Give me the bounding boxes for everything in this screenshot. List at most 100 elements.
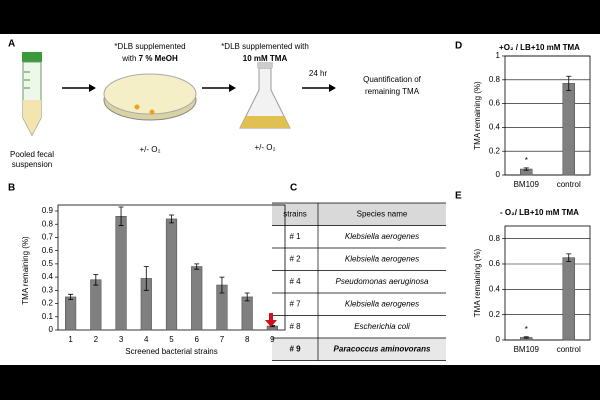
significance-mark: * <box>525 156 528 165</box>
table-header-bg <box>272 203 446 226</box>
panel-label: C <box>290 183 297 194</box>
strain-id: # 2 <box>289 254 301 263</box>
y-tick-label: 1 <box>496 51 501 60</box>
y-tick-label: 0.1 <box>42 312 54 321</box>
panel-label: B <box>8 183 15 194</box>
dish-label: with 7 % MeOH <box>121 54 178 63</box>
strain-id: # 9 <box>289 344 301 353</box>
tube-label: suspension <box>12 160 52 169</box>
result-label: Quantification of <box>363 75 422 84</box>
x-tick-label: 5 <box>169 335 174 344</box>
bar <box>165 218 178 331</box>
y-tick-label: 0 <box>496 170 501 179</box>
y-tick-label: 0.5 <box>42 259 54 268</box>
x-tick-label: 7 <box>220 335 225 344</box>
flask-label: *DLB supplemented with <box>221 42 309 51</box>
y-tick-label: 0.2 <box>489 146 501 155</box>
y-tick-label: 0.4 <box>489 284 501 293</box>
bar <box>65 296 77 331</box>
x-tick-label: control <box>557 345 581 354</box>
error-bar <box>566 253 572 262</box>
y-axis-label: TMA remaining (%) <box>473 81 482 150</box>
y-tick-label: 0.4 <box>489 123 501 132</box>
flask-condition: +/- O₂ <box>254 143 275 152</box>
arrow <box>62 84 96 92</box>
highlight-arrow <box>265 313 277 327</box>
arrow <box>302 84 336 92</box>
tube <box>22 52 42 137</box>
tube-label: Pooled fecal <box>10 150 54 159</box>
species-name: Klebsiella aerogenes <box>345 232 419 241</box>
y-tick-label: 0.6 <box>42 246 54 255</box>
error-bar <box>194 263 200 270</box>
panel-label: D <box>455 41 462 52</box>
chart-title: - O₂/ LB+10 mM TMA <box>500 208 579 217</box>
x-tick-label: 2 <box>94 335 99 344</box>
x-tick-label: 6 <box>194 335 199 344</box>
table-header: Species name <box>357 209 408 218</box>
bar <box>90 279 102 331</box>
x-tick-label: BM109 <box>514 180 540 189</box>
y-axis-label: TMA remaining (%) <box>473 248 482 317</box>
x-tick-label: control <box>557 180 581 189</box>
dish-label: with <box>121 54 138 63</box>
dish-condition: +/- O₂ <box>139 145 160 154</box>
error-bar <box>523 167 529 171</box>
error-bar <box>219 276 225 294</box>
error-bar <box>169 214 174 224</box>
x-tick-label: BM109 <box>514 345 540 354</box>
y-tick-label: 0.8 <box>489 75 501 84</box>
error-bar <box>566 75 572 91</box>
error-bar <box>118 206 124 226</box>
x-tick-label: 8 <box>245 335 250 344</box>
y-tick-label: 0.6 <box>489 99 501 108</box>
significance-mark: * <box>525 325 528 334</box>
error-bar <box>523 336 529 339</box>
x-tick-label: 1 <box>68 335 73 344</box>
petri-dish <box>103 73 197 121</box>
species-name: Escherichia coli <box>354 322 410 331</box>
x-tick-label: 4 <box>144 335 149 344</box>
y-tick-label: 0.8 <box>489 234 501 243</box>
y-axis-label: TMA remaining (%) <box>21 236 30 305</box>
dish-label: *DLB supplemented <box>114 42 185 51</box>
table-highlight-bg <box>272 338 446 361</box>
species-name: Klebsiella aerogenes <box>345 254 419 263</box>
arrow <box>202 84 236 92</box>
y-tick-label: 0 <box>49 325 54 334</box>
error-bar <box>244 292 250 302</box>
flask-label: 10 mM TMA <box>243 54 288 63</box>
strain-id: # 1 <box>289 232 301 241</box>
bar <box>562 257 575 341</box>
panel-label: A <box>8 39 15 50</box>
strain-id: # 8 <box>289 322 301 331</box>
x-tick-label: 3 <box>119 335 124 344</box>
species-name: Klebsiella aerogenes <box>345 299 419 308</box>
species-name: Paracoccus aminovorans <box>334 344 431 353</box>
flask <box>239 62 291 129</box>
strain-id: # 7 <box>289 299 301 308</box>
incubation-label: 24 hr <box>309 69 328 78</box>
y-tick-label: 0.3 <box>42 285 54 294</box>
y-tick-label: 0 <box>496 335 501 344</box>
y-tick-label: 0.2 <box>42 299 54 308</box>
x-tick-label: 9 <box>270 335 275 344</box>
y-tick-label: 0.9 <box>42 206 54 215</box>
chart-title: +O₂ / LB+10 mM TMA <box>499 43 580 52</box>
y-tick-label: 0.6 <box>489 259 501 268</box>
bar <box>115 215 127 331</box>
dish-label-bold: 7 % MeOH <box>139 54 178 63</box>
error-bar <box>68 293 74 300</box>
y-tick-label: 0.2 <box>489 310 501 319</box>
species-name: Pseudomonas aeruginosa <box>336 277 430 286</box>
y-tick-label: 0.7 <box>42 233 54 242</box>
x-axis-label: Screened bacterial strains <box>125 347 218 356</box>
bar <box>191 266 203 331</box>
y-tick-label: 0.8 <box>42 219 54 228</box>
result-label: remaining TMA <box>365 87 420 96</box>
panel-label: E <box>455 191 462 202</box>
bar <box>562 83 575 176</box>
plot-frame <box>504 55 591 176</box>
error-bar <box>93 274 99 286</box>
